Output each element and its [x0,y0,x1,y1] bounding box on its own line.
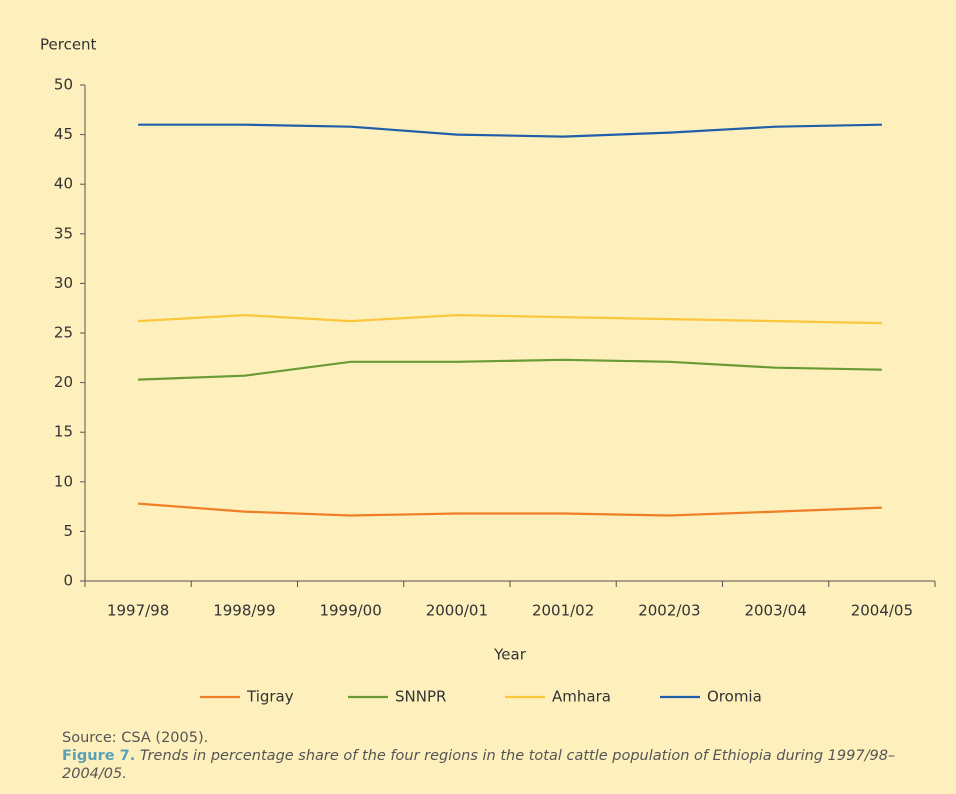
caption: Source: CSA (2005). Figure 7. Trends in … [62,729,922,783]
source: Source: CSA (2005). [62,730,209,746]
chart: Percent Year 0 5 10 15 20 25 30 35 40 45 50 1997/98… [40,36,936,706]
y-axis-label: Percent [40,36,97,54]
y-tick-label: 10 [54,472,73,490]
x-tick-label: 2004/05 [851,602,913,620]
y-tick-label: 35 [54,224,73,242]
x-tick-label: 1997/98 [107,602,169,620]
y-tick-label: 45 [54,125,73,143]
series-line [138,502,882,517]
figure-text: Trends in percentage share of the four r… [62,748,896,782]
y-tick-label: 0 [63,572,73,590]
series-line [138,123,882,138]
x-tick-label: 2000/01 [426,602,488,620]
y-tick-label: 15 [54,423,73,441]
legend-label: Oromia [707,688,762,706]
series-line [138,358,882,381]
series-line [138,313,882,325]
x-tick-label: 1999/00 [319,602,381,620]
x-tick-label: 1998/99 [213,602,275,620]
x-axis-label: Year [493,646,527,664]
y-tick-label: 40 [54,175,73,193]
x-tick-label: 2002/03 [638,602,700,620]
y-tick-label: 20 [54,373,73,391]
x-tick-label: 2001/02 [532,602,594,620]
y-tick-label: 50 [54,76,73,94]
y-tick-label: 30 [54,274,73,292]
legend-label: SNNPR [395,688,446,706]
legend-label: Amhara [552,688,611,706]
legend-label: Tigray [246,688,294,706]
figure-caption: Figure 7. Trends in percentage share of … [62,747,922,783]
y-tick-label: 25 [54,324,73,342]
x-tick-label: 2003/04 [744,602,806,620]
figure-label: Figure 7. [62,748,136,764]
y-tick-label: 5 [63,522,73,540]
